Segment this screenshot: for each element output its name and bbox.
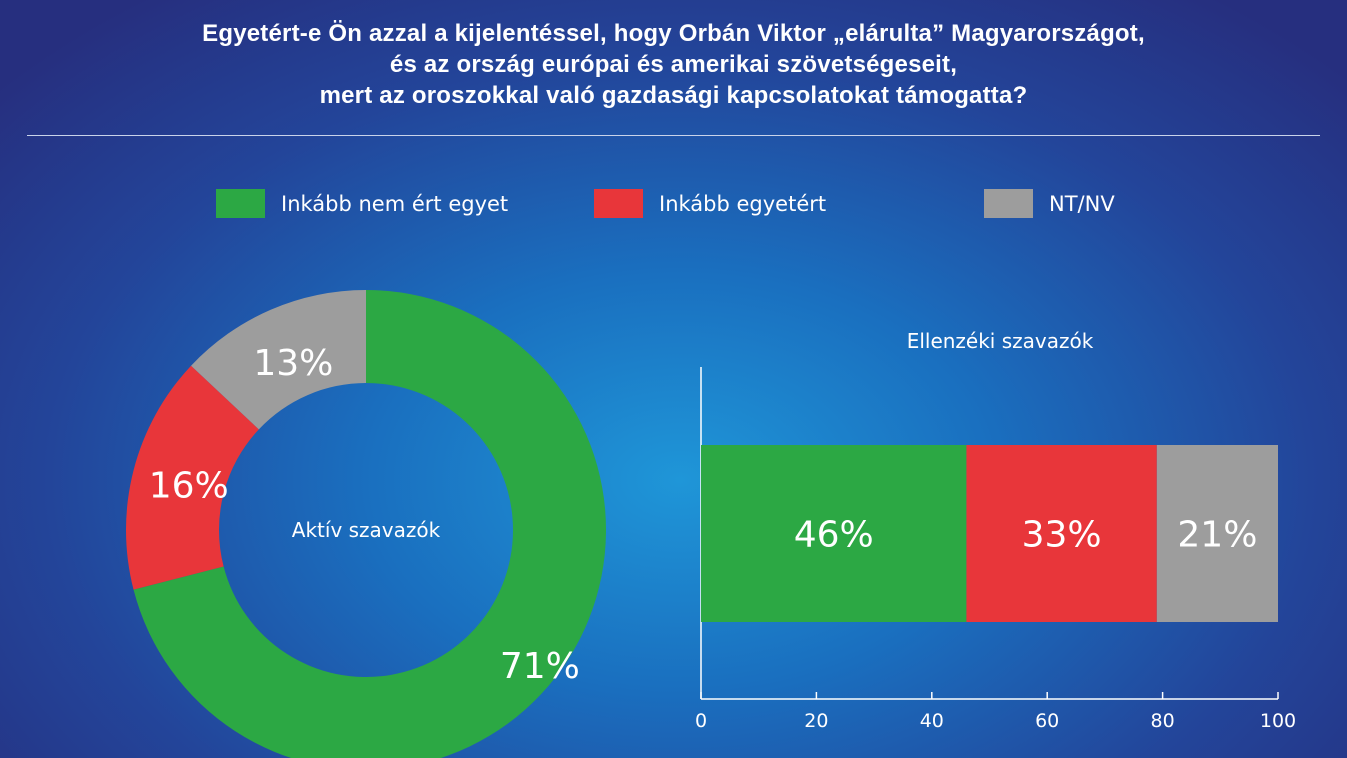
title-line-1: Egyetért-e Ön azzal a kijelentéssel, hog…: [202, 20, 1145, 47]
donut-slice-0: [133, 290, 606, 758]
bar-segment-2: [1156, 445, 1278, 622]
legend-label-disagree: Inkább nem ért egyet: [281, 191, 509, 216]
legend-label-agree: Inkább egyetért: [659, 191, 827, 216]
bar-segment-label-1: 33%: [1022, 515, 1102, 556]
x-tick-label-0: 0: [695, 710, 707, 732]
legend-swatch-agree: [594, 189, 643, 218]
donut-slice-2: [191, 290, 366, 430]
title-divider: [27, 135, 1320, 136]
bar-segment-label-0: 46%: [794, 515, 874, 556]
x-tick-label-5: 100: [1260, 710, 1296, 732]
legend-label-dk: NT/NV: [1049, 191, 1115, 216]
legend-item-disagree: Inkább nem ért egyet: [216, 189, 508, 218]
legend-swatch-disagree: [216, 189, 265, 218]
donut-slice-1: [126, 365, 259, 590]
donut-slice-label-1: 16%: [149, 465, 229, 506]
donut-center-label: Aktív szavazók: [292, 518, 441, 542]
bar-segment-label-2: 21%: [1177, 515, 1257, 556]
x-tick-label-4: 80: [1151, 710, 1175, 732]
legend-item-dk: NT/NV: [984, 189, 1115, 218]
legend-item-agree: Inkább egyetért: [594, 189, 826, 218]
x-tick-label-2: 40: [920, 710, 944, 732]
bar-segment-0: [701, 445, 967, 622]
x-tick-label-3: 60: [1035, 710, 1059, 732]
title-line-3: mert az oroszokkal való gazdasági kapcso…: [319, 82, 1028, 109]
title-line-2: és az ország európai és amerikai szövets…: [389, 51, 958, 78]
legend-swatch-dk: [984, 189, 1033, 218]
bar-chart-title: Ellenzéki szavazók: [907, 329, 1094, 353]
chart-title: Egyetért-e Ön azzal a kijelentéssel, hog…: [0, 18, 1347, 111]
bar-segment-1: [966, 445, 1157, 622]
x-tick-label-1: 20: [804, 710, 828, 732]
donut-slice-label-2: 13%: [253, 343, 333, 384]
donut-slice-label-0: 71%: [500, 646, 580, 687]
